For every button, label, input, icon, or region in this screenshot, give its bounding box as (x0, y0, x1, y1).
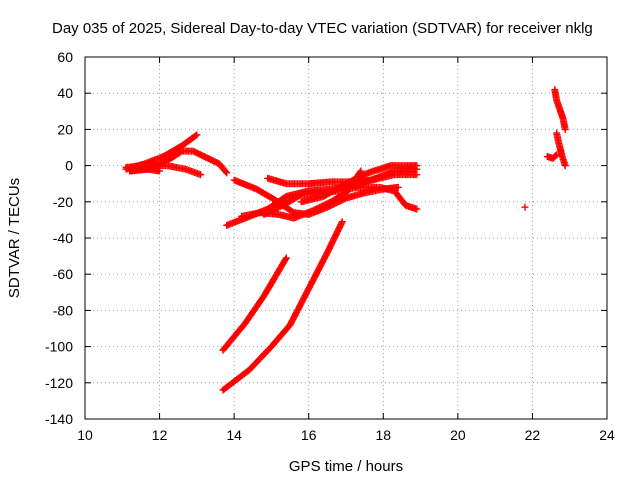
x-tick-label: 12 (152, 427, 168, 443)
grid (85, 57, 607, 419)
x-tick-label: 14 (226, 427, 242, 443)
y-axis-label: SDTVAR / TECUs (6, 178, 23, 298)
x-tick-label: 20 (450, 427, 466, 443)
data-point (192, 132, 200, 140)
x-tick-label: 16 (301, 427, 317, 443)
x-tick-label: 24 (599, 427, 615, 443)
data-point (338, 218, 346, 226)
x-axis-label: GPS time / hours (289, 458, 403, 475)
y-tick-label: -20 (53, 194, 73, 210)
series-arc-10 (297, 162, 421, 206)
data-point (561, 125, 569, 133)
data-point (413, 171, 421, 179)
data-point (394, 183, 402, 191)
x-tick-label: 22 (525, 427, 541, 443)
y-tick-label: 20 (57, 121, 73, 137)
y-tick-label: -40 (53, 230, 73, 246)
x-tick-label: 10 (77, 427, 93, 443)
data-point (521, 203, 529, 211)
data-point (282, 255, 290, 263)
data-point (197, 171, 205, 179)
y-tick-label: -120 (45, 375, 73, 391)
data-point (193, 131, 201, 139)
y-tick-label: 40 (57, 85, 73, 101)
data-point (156, 167, 164, 175)
data-point (413, 205, 421, 213)
plot-frame (84, 56, 608, 420)
series-arc-11 (219, 254, 290, 354)
data-point (223, 169, 231, 177)
series-arc-8 (264, 171, 421, 188)
series-arc-15 (553, 129, 569, 170)
x-tick-label: 18 (375, 427, 391, 443)
y-tick-label: -80 (53, 302, 73, 318)
data-point (552, 152, 560, 160)
data-point (561, 162, 569, 170)
series-arc-12 (219, 218, 346, 394)
data-point (413, 162, 421, 170)
y-tick-label: -100 (45, 339, 73, 355)
series-arc-13 (543, 151, 561, 162)
axis-ticks: 10 12 14 16 18 20 22 24 -140 -120 -100 -80 -60 -40 -20… (45, 49, 615, 443)
y-tick-label: 0 (65, 158, 73, 174)
chart-title: Day 035 of 2025, Sidereal Day-to-day VTE… (52, 20, 593, 37)
data-series (122, 86, 569, 394)
y-tick-label: 60 (57, 49, 73, 65)
data-point (282, 254, 290, 262)
y-tick-label: -140 (45, 411, 73, 427)
series-arc-4 (126, 165, 164, 175)
series-arc-14 (551, 86, 569, 133)
series-isolated (521, 203, 529, 211)
y-tick-label: -60 (53, 266, 73, 282)
data-point (222, 168, 230, 176)
